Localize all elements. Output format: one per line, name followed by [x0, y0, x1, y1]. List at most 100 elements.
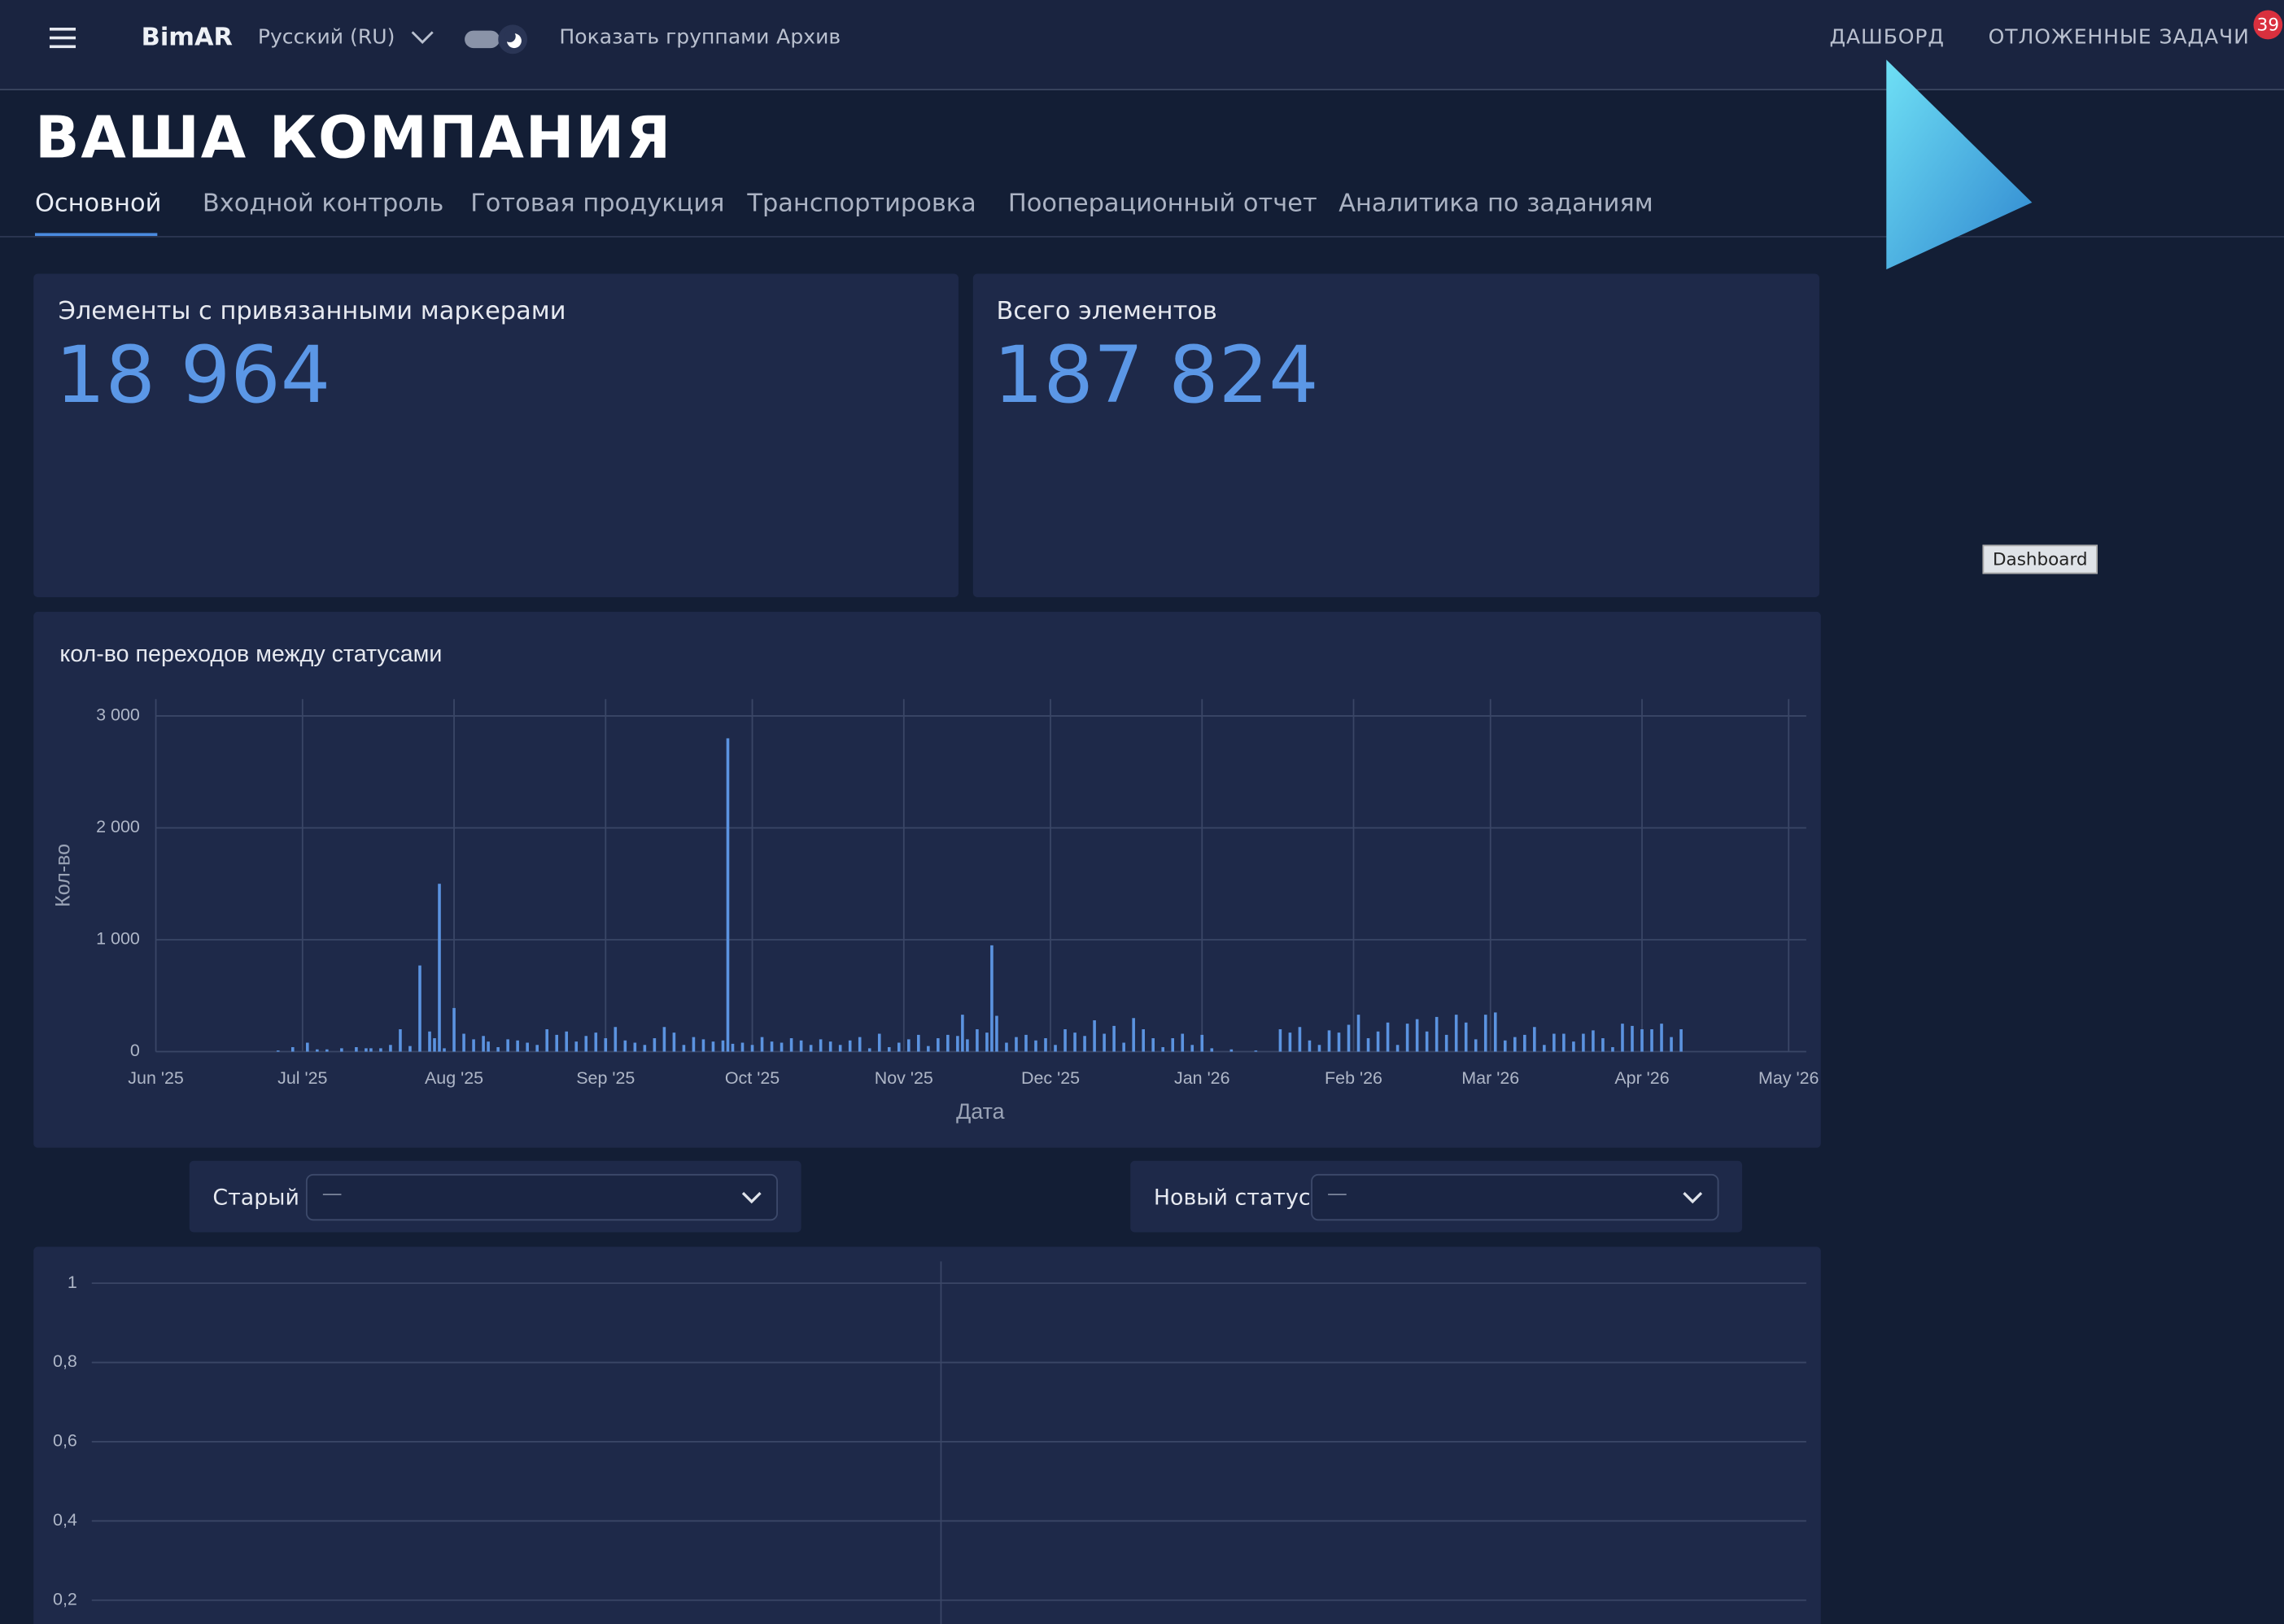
tabs-divider	[0, 236, 2284, 238]
tab[interactable]: Транспортировка	[747, 189, 976, 219]
language[interactable]: Русский (RU)	[257, 26, 395, 50]
bar	[555, 1034, 559, 1052]
bar	[487, 1041, 490, 1052]
bar	[1034, 1040, 1037, 1052]
filter: Новый статус —	[1130, 1160, 1743, 1233]
bar	[565, 1031, 569, 1052]
bar	[1122, 1042, 1125, 1052]
bar	[1631, 1025, 1634, 1052]
bar	[653, 1038, 657, 1052]
bar	[721, 1040, 725, 1052]
bar	[1278, 1029, 1282, 1052]
select-value: —	[321, 1182, 343, 1207]
bar	[535, 1045, 539, 1052]
x-tick-label: Sep '25	[576, 1068, 635, 1088]
bar	[1229, 1049, 1234, 1052]
bar	[1366, 1038, 1370, 1052]
bar	[907, 1039, 911, 1052]
x-tick-label: Jul '25	[277, 1068, 327, 1088]
nav-dashboard[interactable]: ДАШБОРД	[1829, 26, 1945, 50]
bar	[976, 1029, 979, 1052]
bar	[452, 1007, 456, 1052]
bar	[1083, 1036, 1086, 1052]
brand[interactable]: BimAR	[141, 23, 233, 53]
chart-card	[33, 1246, 1821, 1624]
bar	[428, 1031, 431, 1052]
bar	[760, 1037, 764, 1052]
bar	[1298, 1027, 1302, 1052]
bar	[961, 1015, 964, 1052]
bar	[956, 1036, 959, 1052]
bar	[1181, 1033, 1185, 1052]
bar	[1513, 1037, 1517, 1052]
nav-deferred[interactable]: ОТЛОЖЕННЫЕ ЗАДАЧИ	[1988, 26, 2250, 50]
x-tick-label: Oct '25	[725, 1068, 780, 1088]
bar	[290, 1047, 295, 1052]
badge: 39	[2253, 10, 2283, 40]
page-title: ВАША КОМПАНИЯ	[34, 104, 673, 172]
theme-toggle[interactable]	[463, 24, 530, 55]
tab[interactable]: Основной	[34, 189, 162, 219]
x-axis-label: Дата	[956, 1099, 1005, 1124]
bar	[389, 1045, 392, 1052]
bar	[1533, 1027, 1536, 1052]
bar	[770, 1041, 774, 1052]
bar	[472, 1039, 475, 1052]
bar	[877, 1033, 881, 1052]
filter-label: Новый статус	[1153, 1184, 1311, 1211]
bar	[306, 1042, 309, 1052]
bar	[1562, 1033, 1566, 1052]
archive-link[interactable]: Архив	[776, 26, 841, 50]
y-tick-label: 0	[130, 1041, 140, 1060]
bar	[750, 1045, 754, 1052]
bar	[1444, 1034, 1448, 1052]
bar	[1454, 1015, 1458, 1052]
bar	[917, 1034, 920, 1052]
menu-icon[interactable]	[49, 26, 76, 50]
bar	[369, 1048, 373, 1052]
bar	[643, 1045, 647, 1052]
bar	[1356, 1015, 1360, 1052]
bar	[1054, 1045, 1057, 1052]
bar	[858, 1037, 862, 1052]
tab[interactable]: Пооперационный отчет	[1007, 189, 1317, 219]
bar	[1112, 1025, 1116, 1052]
y-tick-label: 2 000	[96, 817, 140, 836]
bar	[927, 1046, 930, 1052]
bar	[682, 1045, 686, 1052]
tab-indicator	[34, 233, 158, 237]
bar	[1063, 1029, 1067, 1052]
bar	[1190, 1045, 1194, 1052]
bar	[526, 1042, 529, 1052]
bar	[809, 1045, 813, 1052]
x-tick-label: Feb '26	[1325, 1068, 1382, 1088]
bar	[1171, 1038, 1175, 1052]
group-link[interactable]: Показать группами	[559, 26, 770, 50]
bar	[819, 1039, 823, 1052]
bar	[614, 1027, 618, 1052]
bar	[867, 1048, 871, 1052]
bar	[433, 1038, 436, 1052]
bar	[1621, 1024, 1624, 1052]
select[interactable]: —	[305, 1173, 778, 1221]
tab[interactable]: Входной контроль	[202, 189, 444, 219]
chart-title: кол-во переходов между статусами	[59, 641, 442, 667]
y-tick-label: 0,8	[53, 1351, 77, 1371]
bar	[1405, 1024, 1409, 1052]
tab[interactable]: Готовая продукция	[470, 189, 725, 219]
bar	[482, 1036, 485, 1052]
select-value: —	[1326, 1182, 1347, 1207]
bar	[1308, 1040, 1312, 1052]
select[interactable]: —	[1311, 1173, 1719, 1221]
bar	[1415, 1019, 1419, 1052]
bar	[897, 1042, 901, 1052]
y-tick-label: 3 000	[96, 705, 140, 725]
bar	[1503, 1040, 1507, 1052]
top-bar: BimAR Русский (RU) Показать группами Арх…	[0, 0, 2284, 90]
stat-card: Элементы с привязанными маркерами 18 964	[33, 273, 959, 597]
bar	[623, 1040, 627, 1052]
bar	[662, 1027, 666, 1052]
tab[interactable]: Аналитика по заданиям	[1339, 189, 1653, 219]
card-label: Всего элементов	[996, 297, 1217, 327]
